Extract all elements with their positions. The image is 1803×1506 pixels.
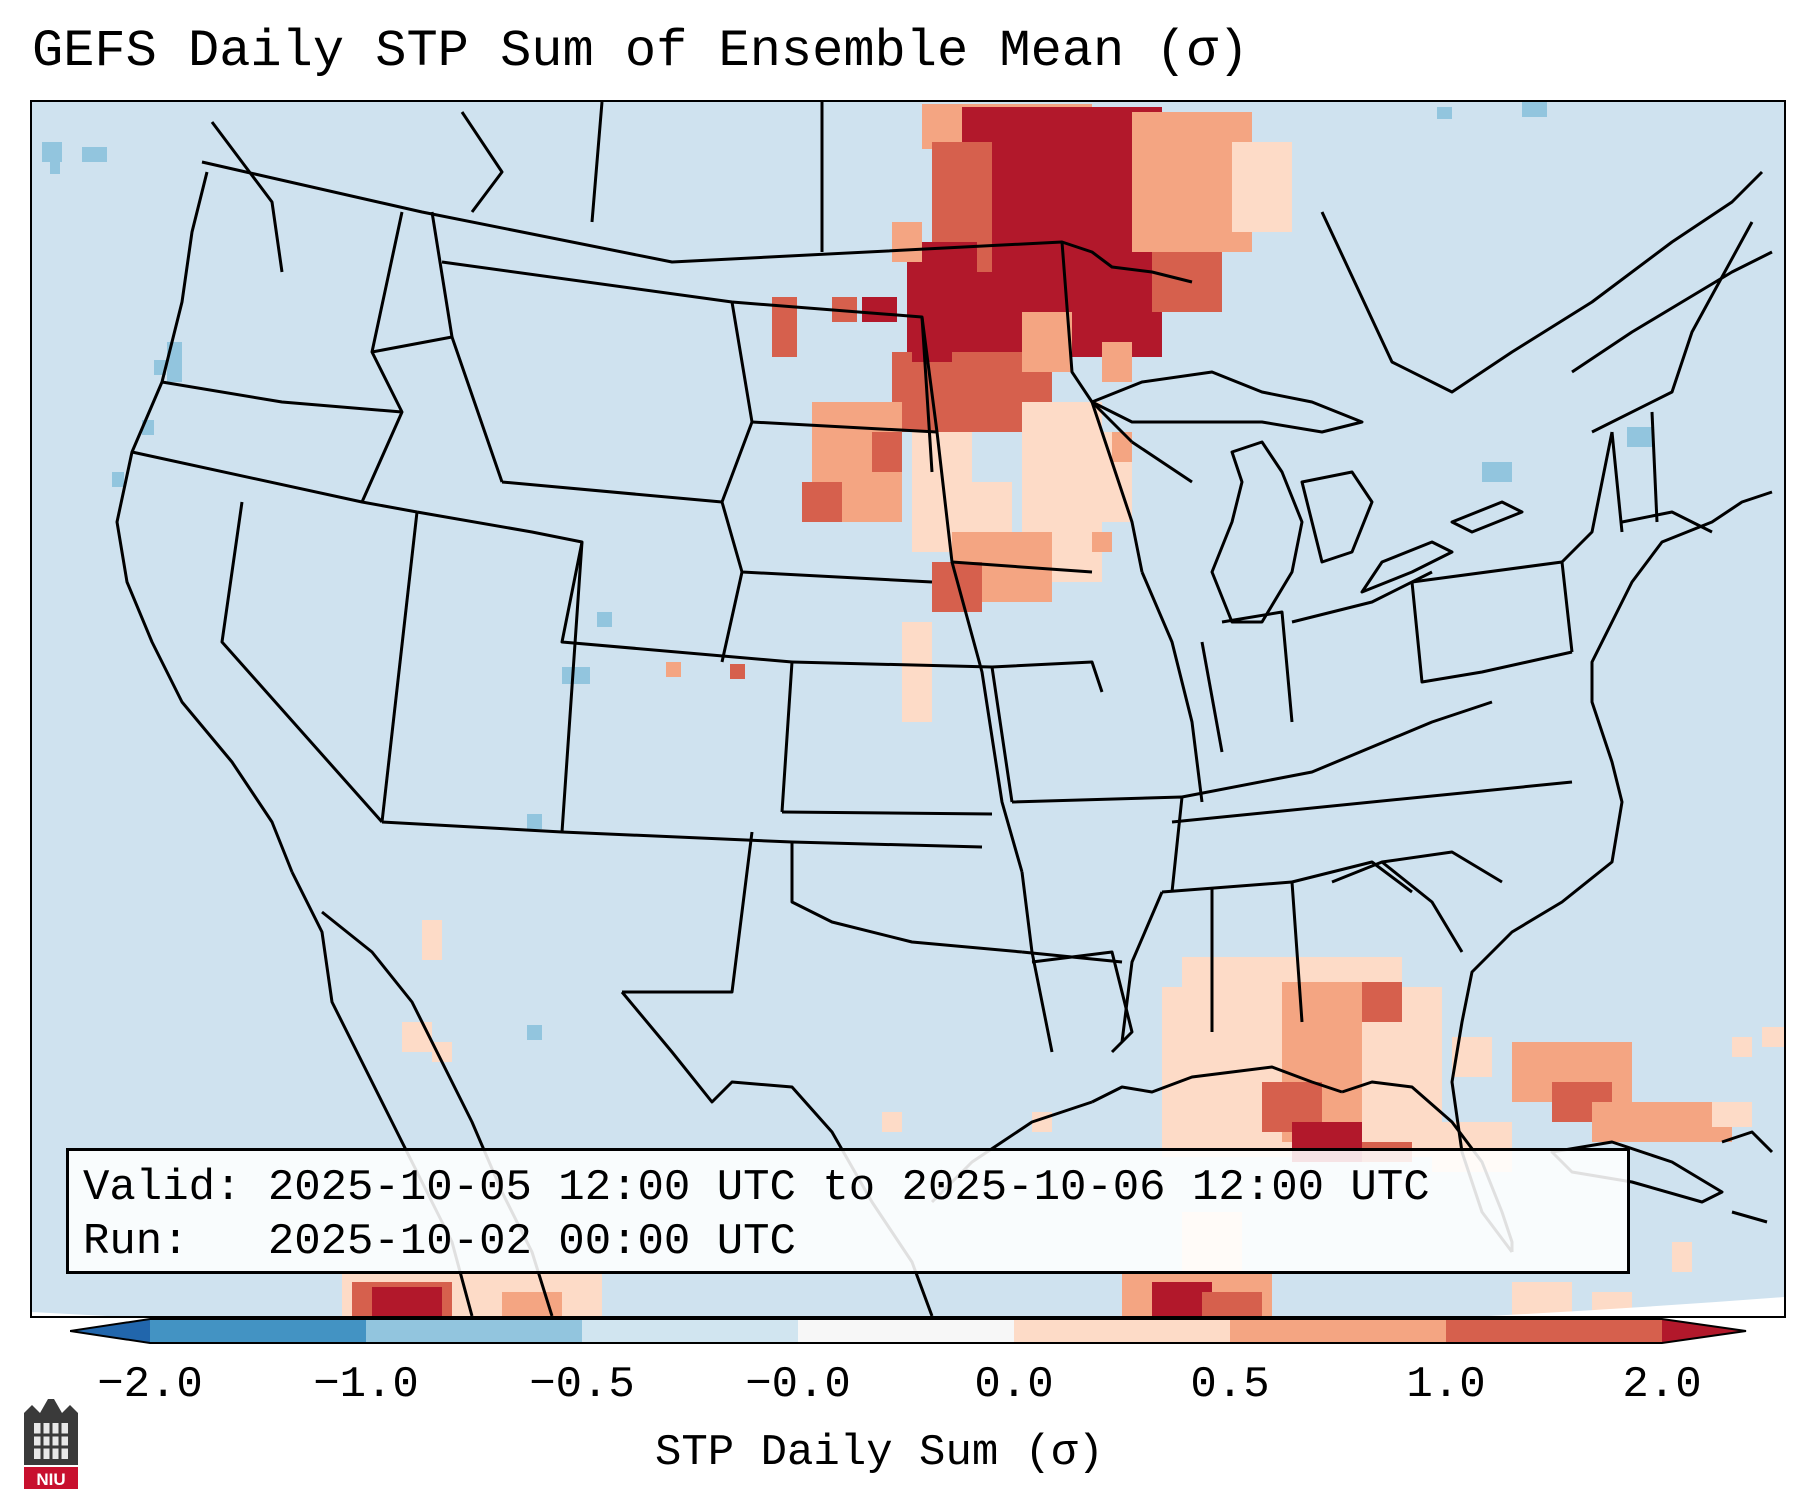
colorbar-tick: −1.0 [313, 1360, 419, 1410]
colorbar-over-arrow [1662, 1319, 1746, 1343]
logo-text: NIU [36, 1470, 65, 1489]
colorbar-under-arrow [70, 1319, 150, 1343]
colorbar-tick: 1.0 [1406, 1360, 1486, 1410]
anomaly-cells-mexico [342, 920, 602, 1316]
colorbar-bin-2 [366, 1319, 582, 1343]
colorbar-bin-1 [150, 1319, 366, 1343]
colorbar-bin-6 [1230, 1319, 1446, 1343]
run-value: 2025-10-02 00:00 UTC [267, 1217, 796, 1267]
colorbar-bin-7 [1446, 1319, 1662, 1343]
anomaly-cells-upper-midwest [772, 104, 1292, 722]
colorbar-tick: −2.0 [97, 1360, 203, 1410]
colorbar-tick: −0.5 [529, 1360, 635, 1410]
valid-run-info-box: Valid: 2025-10-05 12:00 UTC to 2025-10-0… [66, 1148, 1630, 1274]
colorbar-bin-3 [582, 1319, 798, 1343]
niu-logo: NIU [24, 1399, 78, 1489]
map-panel [30, 100, 1786, 1318]
colorbar-tick: 0.0 [974, 1360, 1054, 1410]
anomaly-cells-pacific [42, 102, 1652, 487]
colorbar-tick: 2.0 [1622, 1360, 1702, 1410]
valid-value: 2025-10-05 12:00 UTC to 2025-10-06 12:00… [267, 1163, 1430, 1213]
colorbar-bin-4 [798, 1319, 1014, 1343]
valid-label: Valid: [83, 1163, 242, 1213]
anomaly-cells-colorado [527, 612, 745, 1040]
colorbar-tick: 0.5 [1190, 1360, 1270, 1410]
projection-edge [32, 1297, 1784, 1316]
colorbar-label: STP Daily Sum (σ) [655, 1428, 1104, 1478]
map-title: GEFS Daily STP Sum of Ensemble Mean (σ) [32, 22, 1249, 81]
map-canvas [32, 102, 1784, 1316]
run-label: Run: [83, 1217, 189, 1267]
colorbar-tick: −0.0 [745, 1360, 851, 1410]
colorbar-bin-5 [1014, 1319, 1230, 1343]
colorbar [70, 1318, 1747, 1344]
